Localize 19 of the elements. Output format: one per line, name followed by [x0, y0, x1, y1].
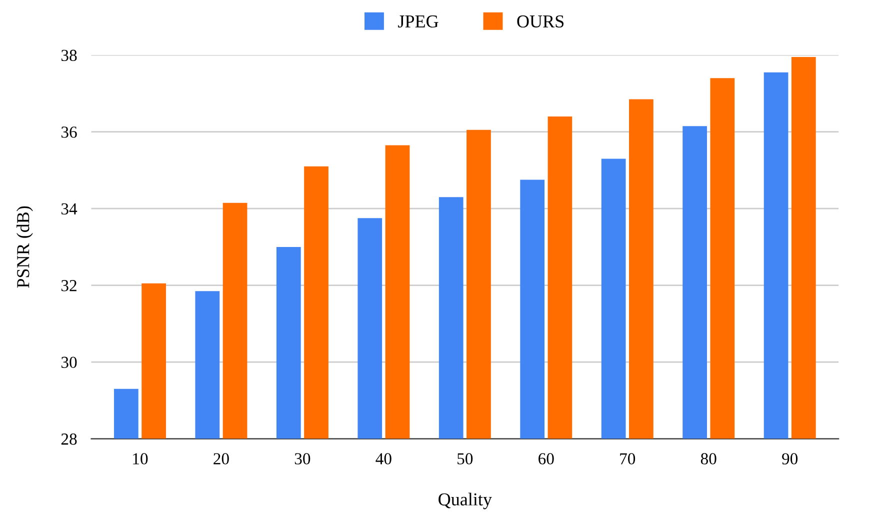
- x-tick-label: 50: [458, 453, 473, 464]
- x-tick-label: 90: [782, 453, 798, 464]
- x-tick-label: 20: [214, 453, 229, 464]
- x-tick-label: 30: [294, 453, 310, 464]
- y-tick-label: 36: [61, 126, 77, 138]
- y-tick-label: 32: [61, 280, 76, 292]
- x-axis-title: Quality: [438, 492, 492, 510]
- x-tick-label: 80: [700, 453, 716, 464]
- x-tick-label: 40: [376, 453, 392, 464]
- y-axis-title: PSNR (dB): [16, 206, 33, 288]
- y-tick-label: 38: [61, 50, 77, 62]
- y-tick-label: 30: [61, 356, 77, 368]
- y-tick-label: 34: [61, 203, 78, 215]
- legend-label: JPEG: [398, 15, 438, 28]
- x-tick-label: 60: [538, 453, 554, 464]
- y-tick-label: 28: [61, 433, 77, 445]
- legend-label: OURS: [517, 15, 564, 28]
- x-tick-label: 10: [133, 453, 148, 464]
- x-tick-label: 70: [620, 453, 636, 464]
